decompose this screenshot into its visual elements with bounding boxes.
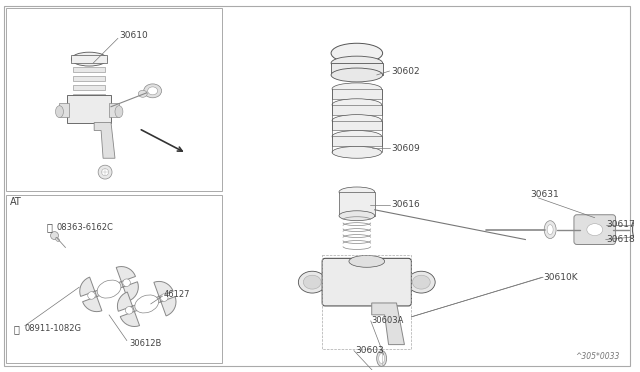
Bar [72,55,107,63]
Ellipse shape [636,217,640,243]
Ellipse shape [544,221,556,238]
Ellipse shape [144,84,161,98]
Text: 08911-1082G: 08911-1082G [25,324,82,333]
Text: Ⓢ: Ⓢ [47,222,52,232]
Ellipse shape [115,106,123,118]
Ellipse shape [56,237,60,241]
Bar [60,103,69,116]
Circle shape [51,232,58,240]
Bar [67,95,111,122]
Polygon shape [80,267,138,312]
Ellipse shape [331,43,383,63]
Ellipse shape [379,353,385,363]
FancyBboxPatch shape [574,215,616,244]
Ellipse shape [303,275,321,289]
Text: Ⓝ: Ⓝ [14,324,20,334]
Circle shape [161,294,168,301]
Polygon shape [372,303,404,344]
Ellipse shape [412,275,430,289]
Text: 30616: 30616 [392,201,420,209]
Circle shape [102,169,109,176]
Text: 30610: 30610 [119,31,148,40]
Ellipse shape [349,256,385,267]
Polygon shape [94,122,115,158]
Text: 46127: 46127 [164,289,190,299]
Circle shape [98,165,112,179]
Bar [332,105,381,115]
Bar [6,7,222,191]
Ellipse shape [377,350,387,366]
Circle shape [88,292,95,299]
Ellipse shape [332,146,381,158]
Ellipse shape [331,56,383,70]
Ellipse shape [408,271,435,293]
Text: 30609: 30609 [392,144,420,153]
Bar [339,192,374,216]
Text: 30618: 30618 [607,235,636,244]
Bar [331,63,383,75]
Text: 30612B: 30612B [129,339,161,348]
Bar [6,195,222,363]
Ellipse shape [332,83,381,95]
Ellipse shape [332,131,381,142]
Bar [74,76,105,81]
Ellipse shape [339,211,374,221]
Ellipse shape [56,106,63,118]
Ellipse shape [331,68,383,82]
Text: 08363-6162C: 08363-6162C [56,223,113,232]
Ellipse shape [135,295,159,313]
Bar [74,94,105,99]
Bar [74,85,105,90]
Text: AT: AT [10,197,22,207]
Ellipse shape [339,187,374,197]
Ellipse shape [332,115,381,126]
Bar [332,137,381,146]
Bar [322,256,412,349]
Polygon shape [117,281,176,327]
Text: 30631: 30631 [531,190,559,199]
Bar [332,89,381,99]
Ellipse shape [72,52,107,66]
Ellipse shape [587,224,603,235]
Ellipse shape [547,225,553,235]
Text: 30602: 30602 [392,67,420,76]
Ellipse shape [332,99,381,110]
FancyBboxPatch shape [322,259,412,306]
Ellipse shape [298,271,326,293]
Text: 30603: 30603 [355,346,383,355]
Text: 30617: 30617 [607,220,636,229]
Bar [332,121,381,131]
Circle shape [123,279,131,286]
Text: 30603A: 30603A [372,316,404,325]
Bar [74,67,105,72]
Ellipse shape [138,90,147,97]
Text: ^305*0033: ^305*0033 [575,352,620,362]
Ellipse shape [148,87,157,95]
Bar [109,103,119,116]
Circle shape [125,307,133,314]
Ellipse shape [97,280,121,298]
Ellipse shape [632,213,640,247]
Text: 30610K: 30610K [543,273,578,282]
